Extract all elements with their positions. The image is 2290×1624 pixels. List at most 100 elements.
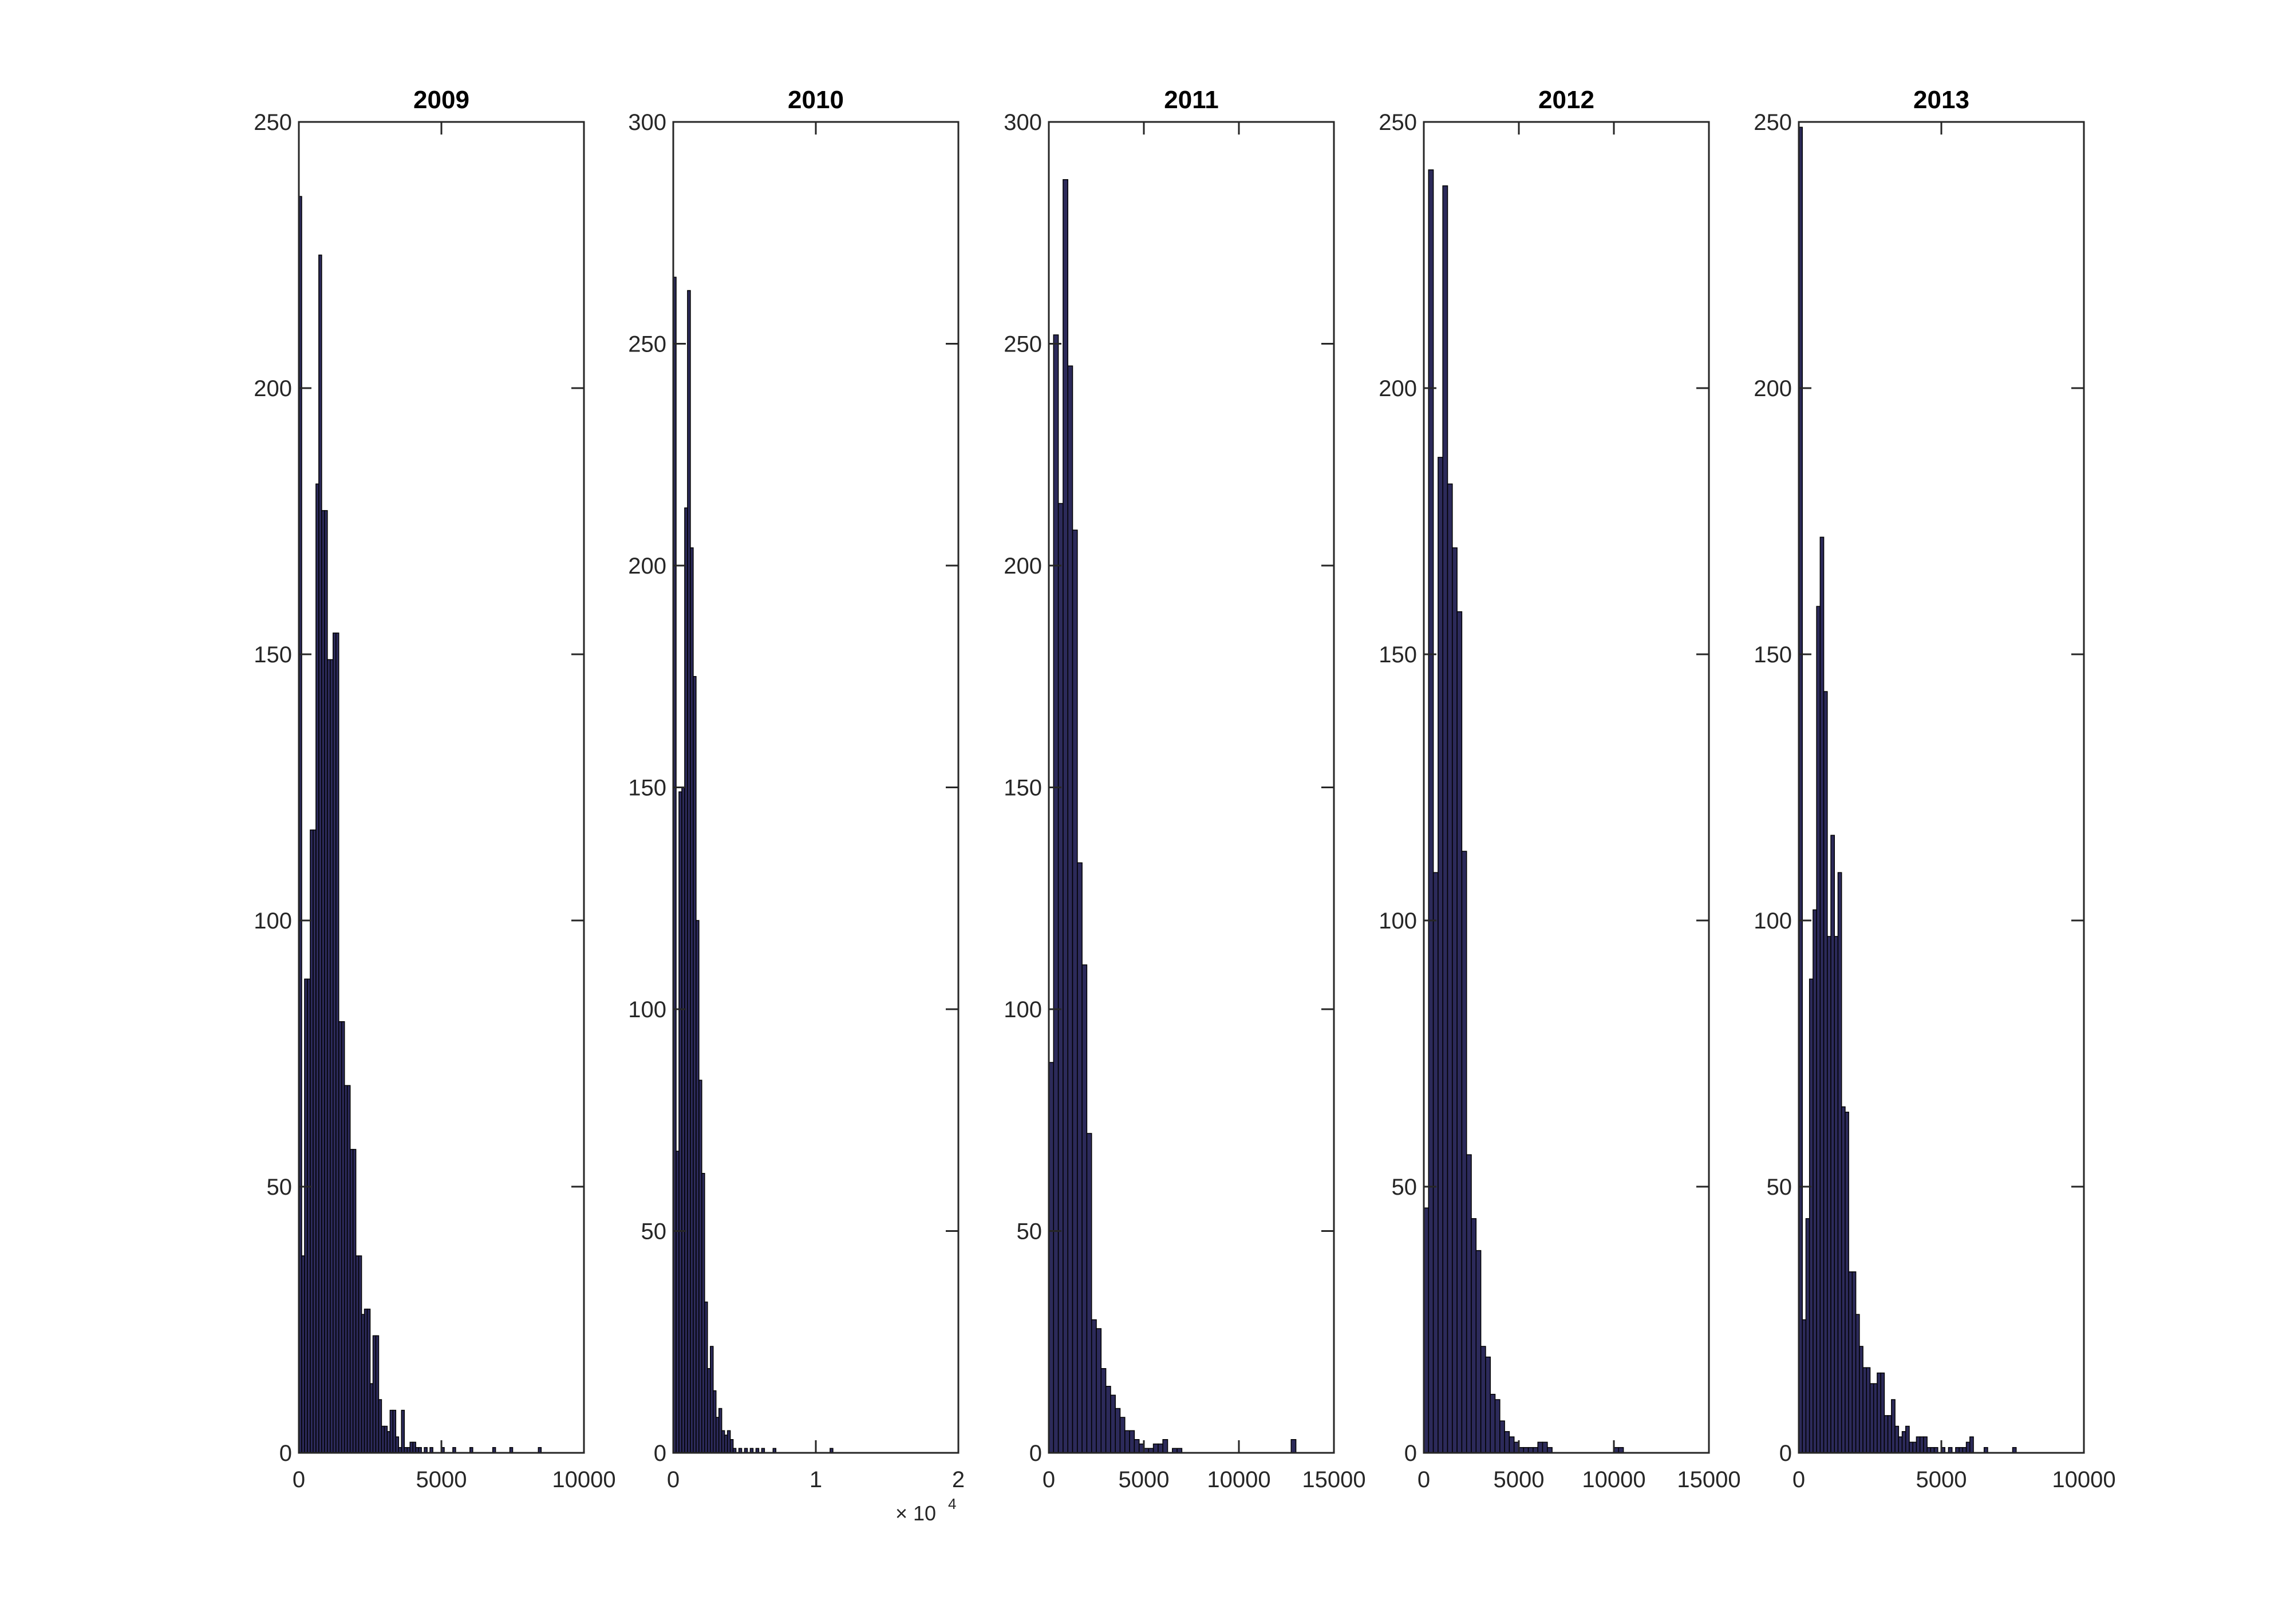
- histogram-bar: [1091, 1319, 1097, 1453]
- histogram-bar: [1816, 606, 1821, 1453]
- y-tick-label: 100: [254, 908, 292, 934]
- histogram-bar: [1841, 1106, 1846, 1453]
- histogram-bar: [1081, 964, 1088, 1453]
- histogram-bar: [1813, 909, 1817, 1453]
- x-tick-label: 0: [1043, 1467, 1055, 1492]
- y-tick-label: 300: [628, 110, 666, 135]
- histogram-bar: [1494, 1399, 1501, 1453]
- x-tick-label: 1: [810, 1467, 822, 1492]
- histogram-bar: [1456, 611, 1463, 1453]
- histogram-bar: [1096, 1328, 1102, 1453]
- histogram-bar: [1819, 536, 1825, 1453]
- histogram-panel-2013: 0 5000 10000 0 50 100 150 200 250 2013: [1754, 86, 2115, 1492]
- x-tick-label: 5000: [1916, 1467, 1967, 1492]
- histogram-bar: [1504, 1431, 1510, 1453]
- histogram-bar: [1969, 1436, 1974, 1453]
- y-tick-label: 150: [254, 642, 292, 667]
- histogram-bar: [1916, 1436, 1921, 1453]
- histogram-bar: [1290, 1439, 1297, 1453]
- histogram-bar: [1830, 835, 1835, 1453]
- histogram-bar: [1119, 1417, 1126, 1453]
- histogram-bar: [1905, 1425, 1910, 1453]
- histogram-bar: [1869, 1383, 1874, 1453]
- bar-group: [1423, 169, 1624, 1453]
- y-tick-label: 50: [1767, 1175, 1792, 1200]
- x-tick-label: 5000: [1494, 1467, 1545, 1492]
- y-tick-label: 200: [1754, 376, 1792, 401]
- histogram-bar: [1542, 1441, 1548, 1453]
- x-tick-label: 5000: [416, 1467, 467, 1492]
- histogram-bar: [1919, 1436, 1924, 1453]
- panel-title: 2011: [1164, 86, 1218, 114]
- histogram-bar: [1859, 1346, 1863, 1453]
- histogram-bar: [1909, 1441, 1913, 1453]
- panel-title: 2013: [1913, 86, 1969, 114]
- histogram-bar: [1509, 1436, 1515, 1453]
- y-tick-label: 250: [1004, 332, 1042, 357]
- y-tick-label: 250: [1379, 110, 1417, 135]
- histogram-bar: [1802, 1319, 1807, 1453]
- bar-group: [1798, 127, 2017, 1453]
- histogram-bar: [1490, 1393, 1496, 1453]
- histogram-bar: [1901, 1431, 1906, 1453]
- histogram-bar: [1452, 547, 1458, 1453]
- histogram-bar: [1845, 1112, 1849, 1453]
- x-tick-label: 10000: [2052, 1467, 2115, 1492]
- histogram-bar: [1480, 1346, 1486, 1453]
- y-tick-label: 50: [641, 1219, 667, 1244]
- histogram-bar: [1063, 179, 1068, 1453]
- x-tick-label: 10000: [1207, 1467, 1270, 1492]
- histogram-panel-2011: 0 5000 10000 15000 0 50 100 150 200 250 300 2011: [1004, 86, 1365, 1492]
- y-tick-label: 250: [254, 110, 292, 135]
- histogram-bar: [1129, 1430, 1135, 1453]
- y-tick-label: 200: [628, 554, 666, 579]
- axes-box: [1423, 121, 1710, 1454]
- histogram-bar: [1485, 1356, 1491, 1453]
- y-tick-label: 150: [1004, 776, 1042, 801]
- y-tick-label: 100: [1379, 908, 1417, 934]
- histogram-bar: [1124, 1430, 1130, 1453]
- histogram-bar: [1158, 1443, 1163, 1453]
- x-exponent-label: × 10: [895, 1501, 936, 1525]
- histogram-bar: [1809, 978, 1814, 1453]
- histogram-bar: [1105, 1386, 1111, 1453]
- x-tick-label: 0: [1792, 1467, 1805, 1492]
- histogram-bar: [1877, 1372, 1881, 1453]
- histogram-bar: [1880, 1372, 1885, 1453]
- y-tick-label: 100: [1754, 908, 1792, 934]
- histogram-bar: [1447, 483, 1453, 1453]
- histogram-bar: [1898, 1436, 1903, 1453]
- panel-title: 2009: [413, 86, 469, 114]
- y-tick-label: 0: [279, 1441, 292, 1466]
- histogram-bar: [1499, 1420, 1505, 1453]
- histogram-bar: [1805, 1218, 1810, 1453]
- histogram-bar: [1053, 334, 1059, 1453]
- histogram-bar: [1891, 1399, 1896, 1453]
- x-tick-label: 15000: [1302, 1467, 1365, 1492]
- histogram-bar: [1887, 1415, 1892, 1453]
- y-tick-label: 200: [1379, 376, 1417, 401]
- histogram-bar: [1827, 936, 1831, 1453]
- histogram-bar: [1067, 365, 1073, 1453]
- y-tick-label: 150: [1379, 642, 1417, 667]
- y-tick-label: 100: [1004, 997, 1042, 1022]
- bar-group: [1048, 179, 1297, 1453]
- histogram-bar: [401, 1409, 405, 1453]
- histogram-bar: [1432, 872, 1439, 1453]
- histogram-bar: [1471, 1218, 1477, 1453]
- panel-title: 2012: [1538, 86, 1594, 114]
- histogram-bar: [1912, 1441, 1917, 1453]
- x-tick-label: 2: [952, 1467, 965, 1492]
- x-tick-label: 15000: [1677, 1467, 1740, 1492]
- y-tick-label: 50: [267, 1175, 293, 1200]
- histogram-bar: [1428, 169, 1434, 1453]
- histogram-bar: [1884, 1415, 1889, 1453]
- axes-box: [672, 121, 960, 1454]
- y-tick-label: 0: [654, 1441, 666, 1466]
- panel-title: 2010: [788, 86, 844, 114]
- y-tick-label: 50: [1392, 1175, 1418, 1200]
- histogram-bar: [1100, 1368, 1107, 1453]
- histogram-panel-2012: 0 5000 10000 15000 0 50 100 150 200 250 2012: [1379, 86, 1740, 1492]
